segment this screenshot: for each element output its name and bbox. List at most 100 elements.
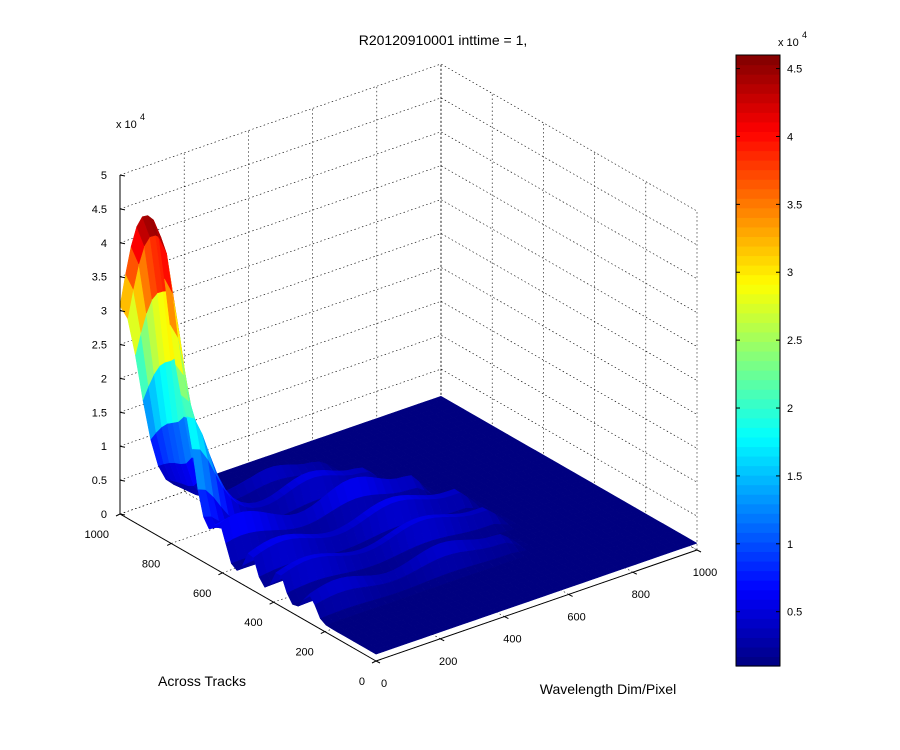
y-tick-mark — [166, 542, 172, 546]
colorbar-band — [736, 551, 780, 562]
colorbar-band — [736, 522, 780, 533]
z-tick-mark — [119, 276, 126, 279]
grid-line — [119, 63, 698, 212]
z-tick-label: 3 — [101, 306, 107, 318]
colorbar-band — [736, 589, 780, 600]
grid-line — [376, 86, 633, 573]
x-tick-mark — [504, 616, 509, 620]
colorbar-band — [736, 322, 780, 333]
y-tick-label: 600 — [193, 588, 211, 600]
grid-line — [119, 233, 698, 381]
x-axis-label: Wavelength Dim/Pixel — [540, 681, 676, 697]
z-tick-label: 5 — [101, 170, 107, 182]
colorbar-band — [736, 274, 780, 285]
colorbar-band — [736, 370, 780, 381]
z-tick-mark — [119, 479, 126, 482]
z-tick-label: 1 — [101, 441, 107, 453]
colorbar-band — [736, 140, 780, 152]
grid-line — [119, 368, 698, 517]
z-tick-mark — [119, 377, 126, 380]
colorbar-band — [736, 417, 780, 428]
colorbar-tick-label: 3 — [787, 267, 793, 279]
y-tick-label: 400 — [244, 617, 262, 629]
colorbar-band — [736, 599, 780, 610]
colorbar-band — [736, 379, 780, 390]
colorbar-band — [736, 503, 780, 514]
x-tick-label: 0 — [381, 678, 387, 690]
colorbar-band — [736, 484, 780, 495]
y-tick-label: 800 — [142, 558, 160, 570]
colorbar-band — [736, 55, 780, 66]
z-tick-label: 1.5 — [92, 407, 107, 419]
z-tick-mark — [119, 513, 126, 516]
colorbar-tick-label: 4 — [787, 131, 793, 143]
colorbar-band — [736, 284, 780, 295]
colorbar-band — [736, 179, 780, 190]
z-tick-mark — [119, 174, 126, 177]
colorbar-band — [736, 618, 780, 629]
colorbar-band — [736, 627, 780, 638]
colorbar-tick-label: 4.5 — [787, 64, 802, 76]
colorbar-band — [736, 341, 780, 352]
colorbar-band — [736, 398, 780, 409]
grid-line — [440, 64, 698, 551]
colorbar-band — [736, 83, 780, 94]
colorbar-tick-label: 2.5 — [787, 335, 802, 347]
grid-line — [119, 334, 698, 483]
colorbar-band — [736, 93, 780, 104]
colorbar-band — [736, 360, 780, 371]
colorbar-band — [736, 389, 780, 400]
colorbar-band — [736, 350, 780, 362]
y-tick-label: 0 — [359, 676, 365, 688]
grid-line — [119, 131, 698, 280]
colorbar-band — [736, 637, 780, 648]
colorbar-band — [736, 541, 780, 553]
colorbar-band — [736, 331, 780, 343]
colorbar: 0.5 1 1.5 2 2.5 3 3.5 4 4.5 — [735, 54, 802, 667]
chart-title: R20120910001 inttime = 1, — [359, 32, 528, 48]
z-tick-label: 2 — [101, 373, 107, 385]
colorbar-band — [736, 436, 780, 448]
colorbar-band — [736, 408, 780, 419]
colorbar-band — [736, 121, 780, 132]
colorbar-band — [736, 446, 780, 457]
colorbar-band — [736, 532, 780, 543]
colorbar-multiplier-label: x 10 — [778, 37, 799, 49]
grid-line — [312, 108, 569, 595]
surface-patch — [369, 648, 385, 655]
colorbar-band — [736, 226, 780, 237]
colorbar-tick-label: 1.5 — [787, 471, 802, 483]
grid-line — [183, 152, 441, 640]
z-tick-mark — [119, 310, 126, 313]
y-axis-line — [119, 513, 377, 662]
colorbar-band — [736, 131, 780, 142]
y-tick-mark — [115, 513, 121, 517]
z-multiplier-label: x 10 — [116, 119, 137, 131]
colorbar-band — [736, 513, 780, 524]
colorbar-tick-label: 1 — [787, 539, 793, 551]
y-tick-label: 1000 — [85, 529, 109, 541]
colorbar-band — [736, 169, 780, 180]
colorbar-multiplier-exponent: 4 — [802, 30, 807, 40]
colorbar-band — [736, 455, 780, 467]
y-axis-label: Across Tracks — [158, 673, 246, 689]
x-tick-label: 200 — [439, 656, 457, 668]
z-tick-mark — [119, 445, 126, 448]
y-tick-mark — [320, 631, 326, 635]
colorbar-band — [736, 560, 780, 572]
x-tick-mark — [696, 549, 702, 553]
grid-line — [119, 165, 698, 313]
z-tick-label: 0.5 — [92, 475, 107, 487]
colorbar-band — [736, 74, 780, 85]
x-tick-label: 400 — [503, 634, 521, 646]
y-tick-label: 200 — [295, 647, 313, 659]
colorbar-band — [736, 580, 780, 591]
colorbar-band — [736, 656, 780, 667]
surface-plot — [119, 214, 698, 655]
colorbar-band — [736, 160, 780, 171]
colorbar-band — [736, 475, 780, 486]
x-tick-mark — [439, 638, 445, 642]
x-tick-label: 600 — [567, 611, 585, 623]
grid-line — [119, 97, 698, 246]
